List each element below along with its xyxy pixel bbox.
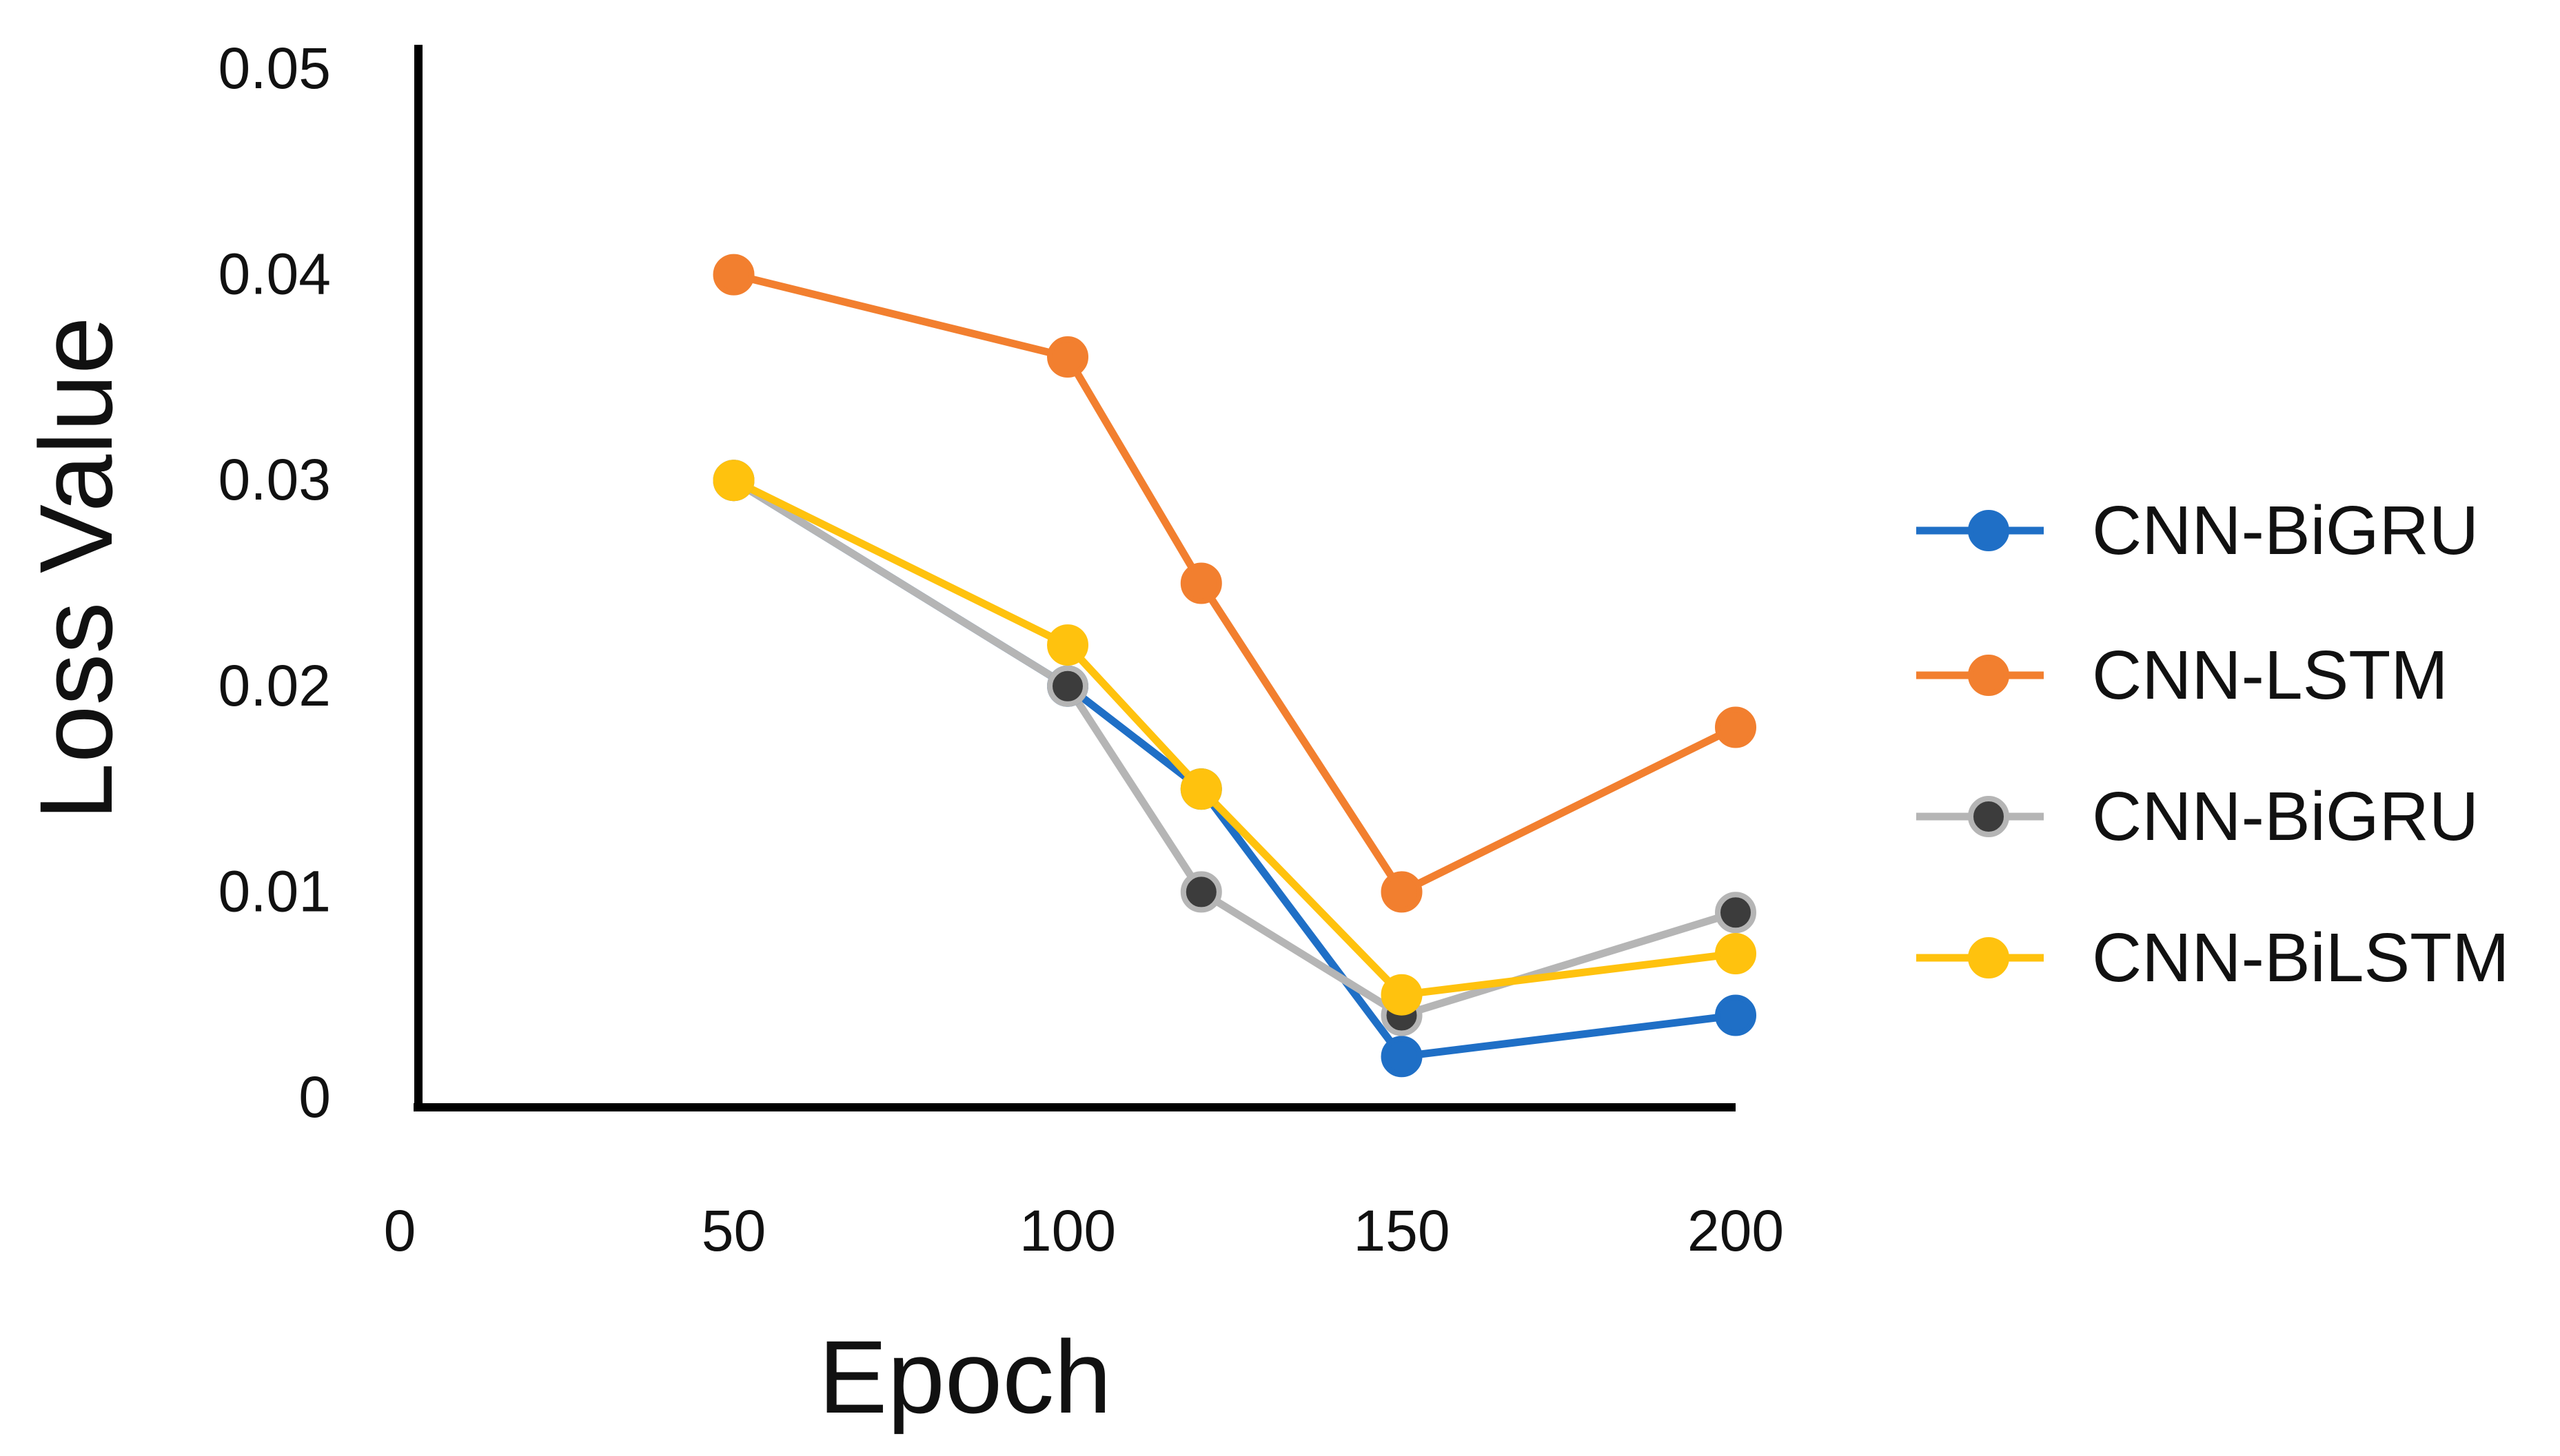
x-tick-labels: 0 50 100 150 200 — [384, 1198, 1784, 1263]
legend-swatch-marker — [1968, 510, 2009, 551]
y-tick-label: 0.02 — [219, 653, 332, 718]
data-point — [1047, 665, 1088, 707]
data-point — [1381, 974, 1423, 1016]
y-tick-label: 0.01 — [219, 859, 332, 923]
data-point — [713, 460, 755, 502]
series-markers — [713, 254, 1756, 1078]
data-point — [1715, 994, 1756, 1036]
series-line — [730, 476, 1740, 1020]
series-lines — [730, 271, 1740, 1060]
data-point — [1047, 624, 1088, 666]
legend-label: CNN-LSTM — [2092, 637, 2448, 714]
y-tick-label: 0.04 — [219, 242, 332, 307]
data-point — [1180, 562, 1222, 604]
y-axis-title: Loss Value — [18, 316, 134, 820]
series-line — [730, 476, 1740, 999]
y-tick-label: 0.03 — [219, 447, 332, 512]
legend-label: CNN-BiLSTM — [2092, 919, 2510, 996]
legend: CNN-BiGRU CNN-LSTM CNN-BiGRU CNN-BiLSTM — [1916, 492, 2510, 996]
data-point — [713, 254, 755, 296]
x-tick-label: 200 — [1687, 1198, 1784, 1263]
data-point — [1715, 932, 1756, 974]
data-point — [1715, 706, 1756, 748]
y-tick-label: 0.05 — [219, 36, 332, 101]
data-point — [1047, 336, 1088, 378]
legend-swatch-marker — [1968, 655, 2009, 696]
data-point — [1715, 892, 1756, 934]
legend-swatch-marker — [1968, 796, 2009, 837]
axes — [414, 45, 1736, 1111]
x-axis-title: Epoch — [818, 1319, 1111, 1435]
legend-label: CNN-BiGRU — [2092, 492, 2479, 569]
legend-label: CNN-BiGRU — [2092, 778, 2479, 855]
legend-swatch-marker — [1968, 937, 2009, 978]
data-point — [1381, 1036, 1423, 1078]
legend-item: CNN-LSTM — [1916, 637, 2448, 714]
data-point — [1180, 871, 1222, 913]
data-point — [1180, 768, 1222, 810]
x-tick-label: 100 — [1019, 1198, 1116, 1263]
y-tick-labels: 0 0.01 0.02 0.03 0.04 0.05 — [219, 36, 332, 1129]
series-line — [730, 271, 1740, 896]
x-tick-label: 150 — [1353, 1198, 1450, 1263]
legend-item: CNN-BiLSTM — [1916, 919, 2510, 996]
legend-item: CNN-BiGRU — [1916, 492, 2479, 569]
x-tick-label: 0 — [384, 1198, 416, 1263]
data-point — [1381, 871, 1423, 913]
y-tick-label: 0 — [298, 1065, 331, 1129]
legend-item: CNN-BiGRU — [1916, 778, 2479, 855]
x-tick-label: 50 — [702, 1198, 766, 1263]
